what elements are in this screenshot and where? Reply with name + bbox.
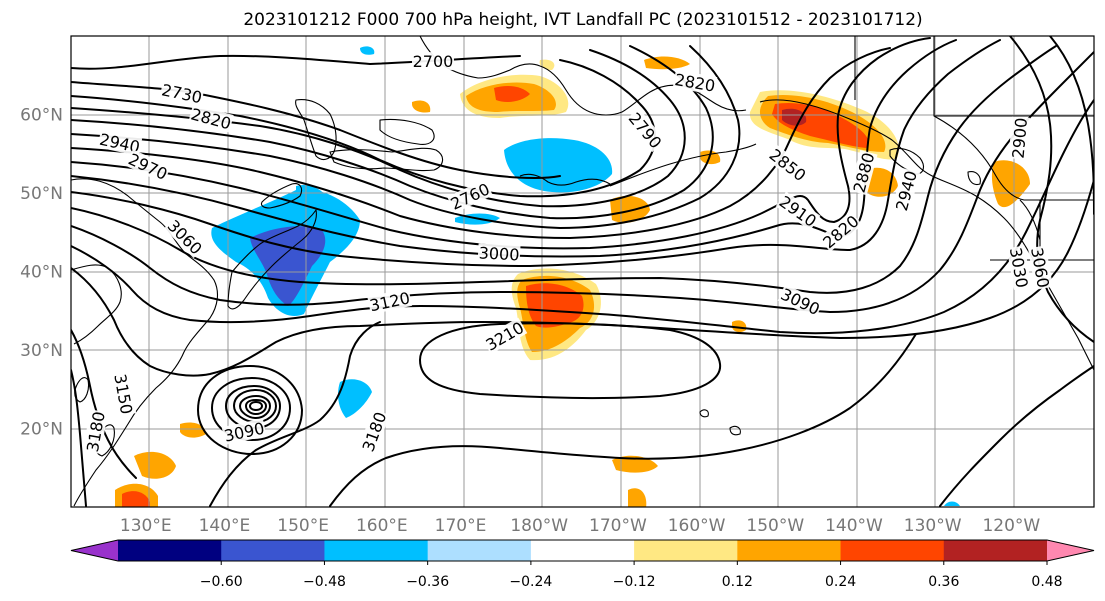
lon-tick-label: 150°E — [277, 516, 329, 536]
colorbar-tick-label: −0.48 — [303, 574, 346, 590]
colorbar-tick-label: 0.36 — [928, 574, 959, 590]
contour-label-halo — [818, 211, 863, 252]
contour-label-halo — [777, 284, 824, 319]
contour-label-text: 3000 — [478, 243, 520, 264]
colorbar-tick-label: −0.36 — [406, 574, 449, 590]
coastlines — [71, 36, 1094, 507]
lon-tick-label: 130°E — [120, 516, 172, 536]
contour-label-halo — [411, 52, 454, 71]
colorbar-segment — [634, 540, 738, 561]
contour-label-halo — [625, 108, 666, 153]
contour-label-halo — [672, 69, 718, 95]
contour-label-halo — [849, 149, 878, 196]
map-title: 2023101212 F000 700 hPa height, IVT Land… — [243, 10, 922, 30]
colorbar-segment — [221, 540, 325, 561]
lon-tick-label: 170°E — [435, 516, 487, 536]
contour-label-halo — [477, 243, 521, 264]
colorbar-extend-low — [71, 540, 118, 561]
lat-tick-label: 40°N — [20, 263, 63, 283]
contour-label-text: 2900 — [1009, 117, 1031, 159]
colorbar-segment — [943, 540, 1048, 561]
longitude-labels: 130°E 140°E 150°E 160°E 170°E 180°W 170°W 160°W… — [120, 516, 1041, 536]
contour-label-halo — [1027, 245, 1053, 290]
contour-label-halo — [163, 215, 207, 259]
colorbar-segment — [737, 540, 842, 561]
height-contours — [71, 36, 1094, 507]
contour-label-halo — [481, 317, 528, 355]
contour-label-halo — [765, 144, 810, 185]
contour-label-halo — [367, 288, 413, 315]
contour-label-halo — [775, 191, 821, 231]
lon-tick-label: 170°W — [589, 516, 647, 536]
colorbar-outline — [70, 539, 1095, 562]
contour-label-halo — [221, 418, 267, 445]
colorbar-segment — [530, 540, 635, 561]
lon-tick-label: 150°W — [746, 516, 804, 536]
lon-tick-label: 160°W — [668, 516, 726, 536]
ivt-positive-shading — [115, 56, 1030, 507]
lon-tick-label: 130°W — [904, 516, 962, 536]
lon-tick-label: 140°W — [825, 516, 883, 536]
contour-label-halo — [1008, 116, 1031, 160]
colorbar-tick-label: 0.24 — [825, 574, 856, 590]
contour-label-halo — [159, 80, 205, 107]
contour-label-halo — [891, 168, 921, 214]
colorbar: −0.60 −0.48 −0.36 −0.24 −0.12 0.12 0.24 0.36 0.4… — [70, 539, 1095, 590]
contour-label-halo — [82, 409, 108, 454]
contour-label-halo — [125, 149, 171, 184]
colorbar-tick-label: −0.12 — [613, 574, 656, 590]
lon-tick-label: 180°W — [510, 516, 568, 536]
colorbar-segment — [427, 540, 532, 561]
contour-label: 3000 — [477, 243, 521, 264]
contour-label-halo — [1006, 245, 1032, 290]
colorbar-tick-label: 0.48 — [1031, 574, 1062, 590]
contour-label-text: 2700 — [413, 52, 454, 71]
colorbar-tick-label: −0.60 — [200, 574, 243, 590]
colorbar-segment — [324, 540, 429, 561]
colorbar-tick-label: 0.12 — [722, 574, 753, 590]
lon-tick-label: 140°E — [199, 516, 251, 536]
contour-label-halo — [358, 408, 390, 455]
lon-tick-label: 160°E — [356, 516, 408, 536]
lon-tick-label: 120°W — [982, 516, 1040, 536]
lat-tick-label: 60°N — [20, 106, 63, 126]
contour-label-halo — [447, 179, 493, 214]
contour-label: 3120 — [367, 288, 413, 315]
colorbar-segment — [840, 540, 945, 561]
latitude-labels: 60°N 50°N 40°N 30°N 20°N — [20, 106, 63, 440]
colorbar-tick-label: −0.24 — [509, 574, 552, 590]
contour-label-halo — [97, 129, 143, 156]
map-frame — [70, 35, 1095, 508]
contour-label: 2900 — [1008, 116, 1031, 160]
colorbar-segment — [118, 540, 222, 561]
lat-tick-label: 20°N — [20, 420, 63, 440]
lat-tick-label: 30°N — [20, 341, 63, 361]
contour-label-halo — [188, 104, 234, 133]
colorbar-extend-high — [1047, 540, 1094, 561]
contour-label: 2700 — [411, 52, 454, 71]
lat-tick-label: 50°N — [20, 184, 63, 204]
contour-label-halo — [111, 371, 137, 417]
